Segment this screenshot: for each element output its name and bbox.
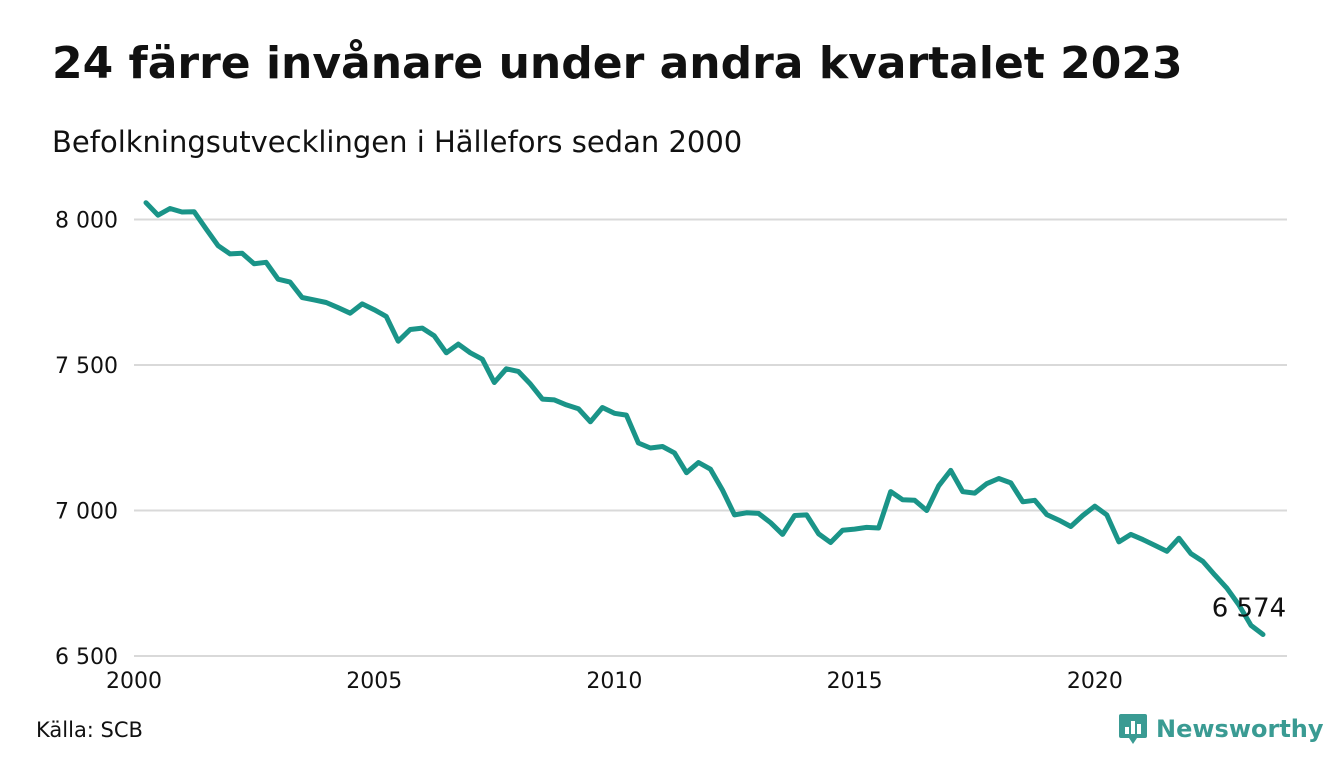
brand-logo[interactable]: Newsworthy [1118, 712, 1324, 746]
y-axis-ticks: 6 500 7 000 7 500 8 000 [55, 209, 118, 670]
x-tick-label: 2000 [106, 669, 162, 694]
y-tick-label: 6 500 [55, 645, 118, 670]
y-tick-label: 8 000 [55, 209, 118, 234]
y-tick-label: 7 500 [55, 354, 118, 379]
last-value-label: 6 574 [1212, 593, 1286, 623]
x-tick-label: 2020 [1067, 669, 1123, 694]
chart-subtitle: Befolkningsutvecklingen i Hällefors seda… [52, 125, 743, 159]
source-note: Källa: SCB [36, 718, 143, 742]
x-axis-ticks: 2000 2005 2010 2015 2020 [106, 669, 1123, 694]
x-tick-label: 2015 [827, 669, 883, 694]
brand-name: Newsworthy [1156, 715, 1324, 743]
population-line [143, 200, 1266, 637]
chart-title: 24 färre invånare under andra kvartalet … [52, 38, 1183, 89]
x-tick-label: 2010 [586, 669, 642, 694]
x-tick-label: 2005 [346, 669, 402, 694]
gridlines [134, 218, 1287, 657]
newsworthy-logo-icon [1119, 714, 1147, 744]
y-tick-label: 7 000 [55, 500, 118, 525]
